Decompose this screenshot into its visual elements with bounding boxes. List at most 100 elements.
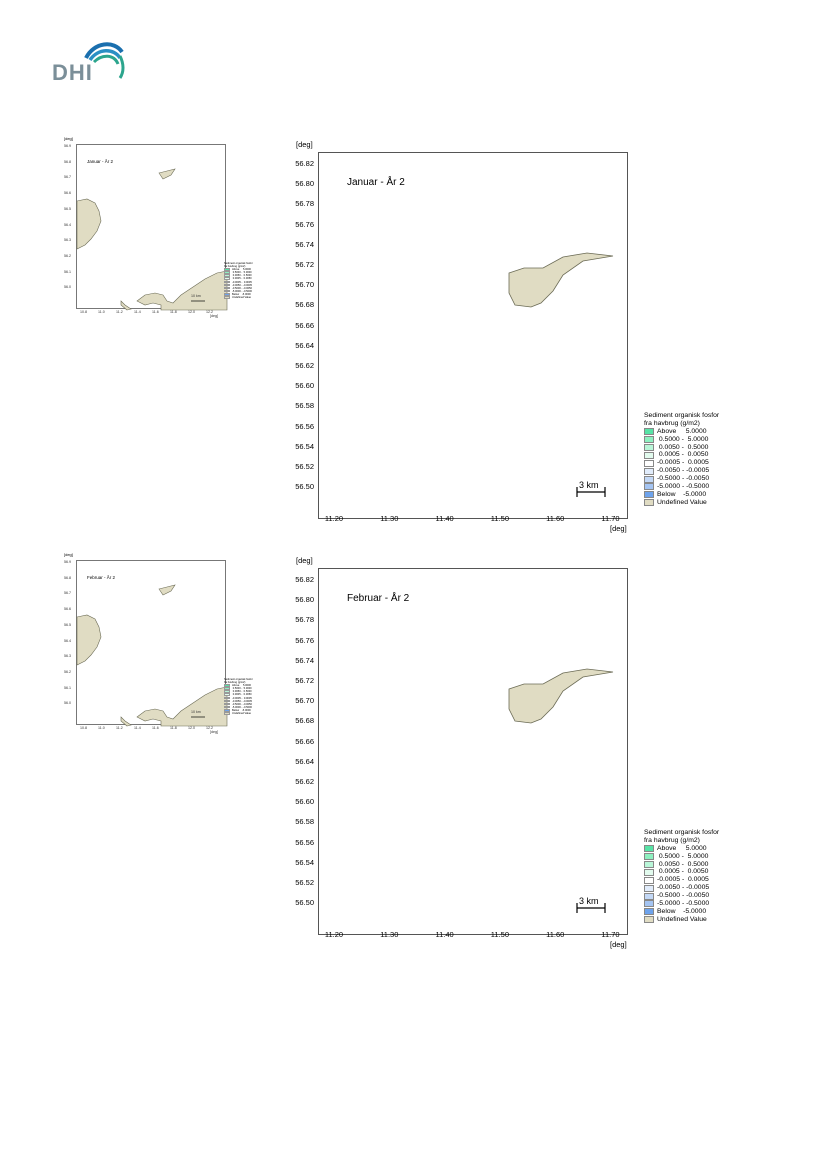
- legend-item-label: 0.5000 - 5.0000: [657, 435, 709, 443]
- overview-legend-swatch: [224, 296, 230, 299]
- y-tick-label: 56.54: [295, 857, 314, 867]
- y-tick-label: 56.52: [295, 462, 314, 471]
- y-tick-label: 56.58: [295, 401, 314, 411]
- y-tick-label: 56.52: [295, 878, 314, 887]
- y-tick-label: 56.80: [295, 595, 314, 605]
- overview-legend-item-label: Below -5.0000: [232, 708, 251, 712]
- overview-scale-label: 10 km: [191, 294, 201, 298]
- y-tick-label: 56.72: [295, 676, 314, 685]
- mini-x-unit: [deg]: [210, 730, 218, 734]
- legend-item: -0.0050 - -0.0005: [644, 884, 719, 892]
- legend-item: 0.0005 - 0.0050: [644, 451, 719, 459]
- overview-legend-swatch: [224, 705, 230, 709]
- x-tick-label: 11.40: [435, 514, 454, 523]
- overview-map-frame: Januar - År 2 10 km: [76, 144, 228, 311]
- map-frame: Januar - År 2 3 km: [318, 152, 628, 519]
- overview-legend: Sediment organisk fosfor fra havbrug (g/…: [224, 262, 253, 299]
- overview-legend-item: Below -5.0000: [224, 293, 253, 296]
- legend-item-label: Undefined Value: [657, 915, 707, 923]
- dhi-logo-text: DHI: [52, 60, 93, 85]
- dhi-logo-mark: [84, 42, 125, 79]
- legend-item-label: -5.0000 - -0.5000: [657, 900, 710, 908]
- y-tick-label: 56.50: [295, 482, 314, 492]
- y-tick-label: 56.72: [295, 260, 314, 269]
- legend-item: Undefined Value: [644, 916, 719, 924]
- y-tick-label: 56.70: [295, 696, 314, 706]
- y-unit: [deg]: [296, 140, 313, 149]
- y-tick-label: 56.58: [295, 817, 314, 827]
- overview-x-tick-label: 12.2: [206, 310, 213, 314]
- legend-swatch: [644, 908, 654, 916]
- x-tick-label: 11.30: [380, 930, 399, 939]
- legend-swatch: [644, 483, 654, 491]
- legend-item: -5.0000 - -0.5000: [644, 483, 719, 491]
- legend-swatch: [644, 861, 654, 869]
- overview-legend-title1: Sediment organisk fosfor: [224, 262, 253, 265]
- overview-y-tick-label: 56.9: [64, 144, 71, 148]
- x-tick-label: 11.30: [380, 514, 399, 523]
- overview-legend-swatch: [224, 286, 230, 290]
- legend-title-line2: fra havbrug (g/m2): [644, 836, 700, 844]
- overview-legend-item: 0.0050 - 0.5000: [224, 274, 253, 277]
- legend-swatch: [644, 428, 654, 436]
- overview-legend-item-label: -0.5000 - -0.0050: [232, 286, 252, 290]
- overview-legend-swatch: [224, 693, 230, 697]
- x-tick-label: 11.20: [324, 514, 344, 523]
- y-tick-label: 56.74: [295, 655, 314, 665]
- legend-swatch: [644, 884, 654, 892]
- x-unit: [deg]: [610, 940, 627, 949]
- legend-item: Undefined Value: [644, 499, 719, 507]
- y-tick-label: 56.64: [295, 756, 314, 766]
- overview-legend-item: Undefined Value: [224, 296, 253, 299]
- overview-map-frame: Februar - År 2 10 km: [76, 560, 228, 727]
- overview-legend-swatch: [224, 289, 230, 293]
- overview-legend-item: -0.0005 - 0.0005: [224, 281, 253, 284]
- legend-swatch: [644, 868, 654, 876]
- overview-legend-item: 0.5000 - 5.0000: [224, 687, 253, 690]
- overview-y-tick-label: 56.7: [64, 175, 71, 180]
- overview-legend-item-label: -0.0005 - 0.0005: [232, 280, 252, 284]
- overview-y-tick-label: 56.3: [64, 654, 71, 659]
- y-tick-label: 56.68: [295, 716, 314, 726]
- legend-swatch: [644, 892, 654, 900]
- x-tick-label: 11.60: [546, 514, 565, 523]
- overview-legend-swatch: [224, 274, 230, 277]
- overview-y-tick-label: 56.5: [64, 622, 71, 627]
- legend-item: Below -5.0000: [644, 491, 719, 499]
- legend-item: -5.0000 - -0.5000: [644, 900, 719, 908]
- overview-legend-item: -0.0050 - -0.0005: [224, 700, 253, 703]
- legend-januar: Sediment organisk fosfor fra havbrug (g/…: [644, 412, 719, 507]
- legend-title-line1: Sediment organisk fosfor: [644, 829, 720, 836]
- overview-y-tick-label: 56.5: [64, 206, 71, 211]
- legend-item-label: -0.0050 - -0.0005: [657, 884, 710, 892]
- overview-legend-item: 0.5000 - 5.0000: [224, 271, 253, 274]
- y-unit: [deg]: [296, 556, 313, 565]
- mini-y-unit: [deg]: [64, 136, 73, 141]
- y-tick-label: 56.74: [295, 239, 314, 249]
- overview-y-tick-label: 56.8: [64, 575, 71, 580]
- overview-legend-item-label: 0.0005 - 0.0050: [232, 277, 252, 281]
- overview-x-tick-label: 11.2: [116, 310, 123, 314]
- overview-legend-swatch: [224, 702, 230, 706]
- overview-coastline: [76, 584, 228, 727]
- overview-x-tick-label: 11.4: [134, 310, 141, 314]
- y-tick-label: 56.78: [295, 199, 314, 209]
- legend-item: -0.0005 - 0.0005: [644, 876, 719, 884]
- overview-legend-item-label: -0.5000 - -0.0050: [232, 702, 252, 706]
- legend-item: -0.5000 - -0.0050: [644, 892, 719, 900]
- scale-label: 3 km: [579, 480, 599, 490]
- overview-legend-items: Above 5.0000 0.5000 - 5.0000 0.0050 - 0.…: [224, 268, 253, 299]
- overview-y-tick-label: 56.2: [64, 669, 71, 674]
- overview-legend-item: 0.0005 - 0.0050: [224, 277, 253, 280]
- overview-legend-item-label: Undefined Value: [232, 712, 251, 716]
- x-tick-label: 11.40: [435, 930, 454, 939]
- x-tick-label: 11.70: [601, 514, 620, 523]
- legend-swatch: [644, 475, 654, 483]
- legend-item: Above 5.0000: [644, 428, 719, 436]
- overview-y-tick-label: 56.6: [64, 607, 71, 612]
- legend-item: -0.0050 - -0.0005: [644, 467, 719, 475]
- y-tick-label: 56.62: [295, 777, 314, 786]
- overview-legend-item: Above 5.0000: [224, 684, 253, 687]
- scale-bar: [576, 903, 606, 913]
- overview-x-tick-label: 11.6: [152, 726, 159, 730]
